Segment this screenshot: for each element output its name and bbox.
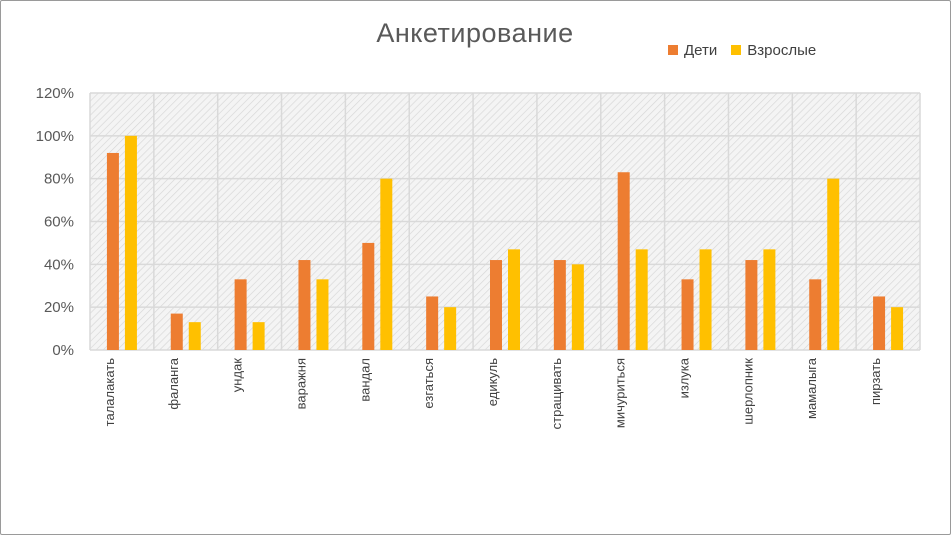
bar-children-1 (170, 313, 183, 350)
y-tick-label: 60% (44, 214, 74, 231)
x-tick-label: шерлопник (740, 358, 755, 425)
x-tick-label: едикуль (485, 358, 500, 406)
y-tick-label: 120% (36, 85, 74, 102)
legend-label-children: Дети (684, 41, 718, 59)
legend-swatch-adults (731, 45, 742, 55)
x-tick-label: варажня (293, 358, 308, 409)
bar-children-11 (809, 279, 822, 350)
bar-children-6 (490, 260, 502, 350)
bar-children-2 (234, 279, 247, 350)
bar-children-5 (426, 296, 439, 350)
legend-item-children: Дети (668, 42, 717, 59)
bar-adults-3 (316, 279, 329, 350)
bar-adults-11 (827, 178, 840, 350)
bar-children-4 (362, 242, 375, 350)
x-tick-label: мичуриться (613, 358, 628, 428)
x-tick-label: езгаться (421, 358, 436, 409)
bar-children-7 (553, 260, 566, 350)
bar-adults-9 (699, 249, 712, 350)
bar-adults-8 (635, 249, 648, 350)
bar-children-9 (681, 279, 694, 350)
bar-adults-10 (763, 249, 776, 350)
bar-adults-5 (444, 307, 457, 350)
x-tick-label: пирзать (868, 358, 883, 405)
y-tick-label: 0% (52, 342, 74, 359)
bar-adults-0 (124, 135, 137, 350)
x-tick-label: талалакать (102, 358, 117, 427)
y-tick-label: 40% (44, 256, 74, 273)
y-tick-label: 80% (44, 171, 74, 188)
bar-children-8 (617, 172, 630, 350)
legend-swatch-children (668, 45, 678, 55)
x-tick-label: стращивать (549, 358, 564, 430)
bar-children-3 (298, 260, 311, 350)
x-tick-label: вандал (357, 358, 372, 402)
bar-adults-2 (252, 322, 265, 350)
bar-children-10 (745, 260, 758, 350)
legend-label-adults: Взрослые (747, 41, 817, 59)
bar-children-0 (106, 152, 119, 350)
x-tick-label: фаланга (166, 357, 181, 409)
legend-item-adults: Взрослые (731, 42, 816, 59)
x-tick-label: мамалыга (804, 357, 819, 419)
x-tick-label: ундак (230, 358, 245, 392)
bar-adults-1 (188, 322, 201, 350)
bar-adults-4 (380, 178, 393, 350)
chart-legend: Дети Взрослые (668, 40, 816, 60)
bar-adults-7 (571, 264, 584, 350)
bar-adults-12 (891, 307, 904, 350)
y-tick-label: 20% (44, 299, 74, 316)
bar-adults-6 (508, 249, 520, 350)
chart-title: Анкетирование (376, 18, 574, 48)
bar-children-12 (873, 296, 886, 350)
x-tick-label: излука (677, 357, 692, 398)
y-tick-label: 100% (36, 128, 74, 145)
